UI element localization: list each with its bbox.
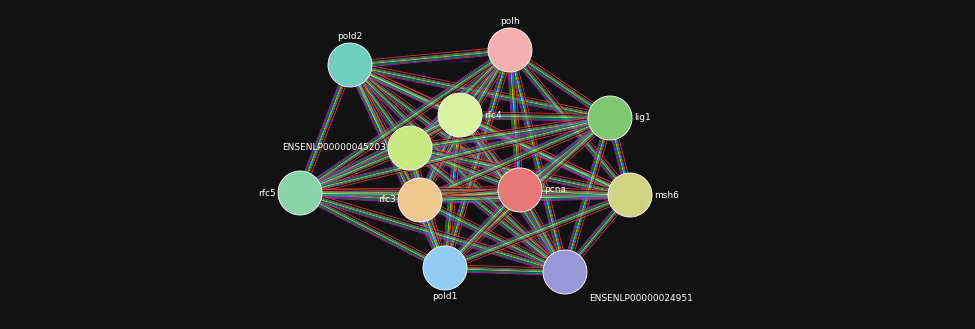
Circle shape — [608, 173, 652, 217]
Circle shape — [423, 246, 467, 290]
Text: pold2: pold2 — [337, 32, 363, 41]
Circle shape — [328, 43, 372, 87]
Circle shape — [398, 178, 442, 222]
Text: polh: polh — [500, 17, 520, 26]
Circle shape — [498, 168, 542, 212]
Circle shape — [588, 96, 632, 140]
Text: pcna: pcna — [544, 186, 566, 194]
Circle shape — [438, 93, 482, 137]
Text: ENSENLP00000045203: ENSENLP00000045203 — [282, 143, 386, 153]
Circle shape — [388, 126, 432, 170]
Text: rfc4: rfc4 — [484, 111, 501, 119]
Text: ENSENLP00000024951: ENSENLP00000024951 — [589, 294, 693, 303]
Text: rfc3: rfc3 — [378, 195, 396, 205]
Circle shape — [278, 171, 322, 215]
Text: lig1: lig1 — [634, 114, 650, 122]
Circle shape — [543, 250, 587, 294]
Circle shape — [488, 28, 532, 72]
Text: msh6: msh6 — [654, 190, 679, 199]
Text: pold1: pold1 — [432, 292, 457, 301]
Text: rfc5: rfc5 — [258, 189, 276, 197]
